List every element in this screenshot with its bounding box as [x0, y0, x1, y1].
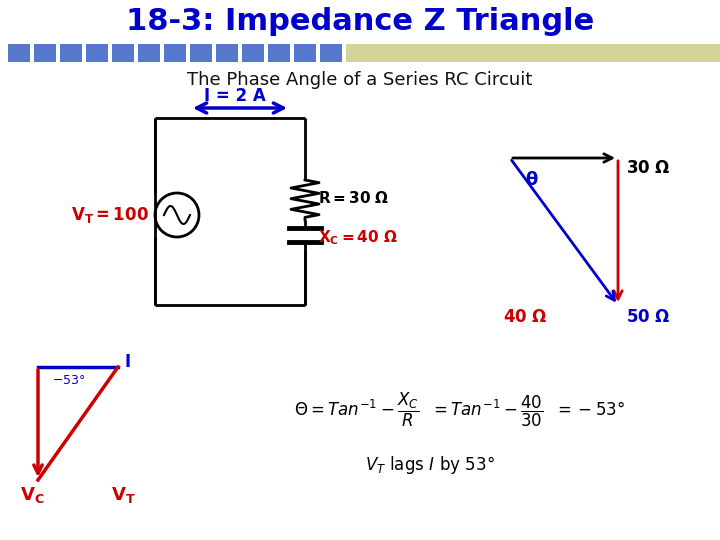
Text: $\mathbf{40\ \Omega}$: $\mathbf{40\ \Omega}$	[503, 308, 547, 326]
Text: $-53°$: $-53°$	[52, 375, 86, 388]
Bar	[8, 44, 30, 62]
Text: $\mathbf{V_C}$: $\mathbf{V_C}$	[19, 485, 44, 505]
Bar	[242, 44, 264, 62]
Bar	[164, 44, 186, 62]
Text: $\mathbf{R = 30\ \Omega}$: $\mathbf{R = 30\ \Omega}$	[318, 190, 389, 206]
Text: $\mathbf{V_T = 100}$: $\mathbf{V_T = 100}$	[71, 205, 149, 225]
Text: $\mathbf{50\ \Omega}$: $\mathbf{50\ \Omega}$	[626, 308, 670, 326]
Bar	[346, 44, 720, 62]
Bar	[60, 44, 82, 62]
Bar	[294, 44, 316, 62]
Text: 18-3: Impedance Z Triangle: 18-3: Impedance Z Triangle	[126, 8, 594, 37]
Text: $\Theta = Tan^{-1} - \dfrac{X_C}{R}\ \ = Tan^{-1} - \dfrac{40}{30}\ \ = -53°$: $\Theta = Tan^{-1} - \dfrac{X_C}{R}\ \ =…	[294, 391, 626, 429]
Text: I = 2 A: I = 2 A	[204, 87, 266, 105]
Bar	[34, 44, 56, 62]
Text: $\mathbf{X_C = 40\ \Omega}$: $\mathbf{X_C = 40\ \Omega}$	[318, 228, 397, 247]
Bar	[268, 44, 290, 62]
Text: $\mathbf{V_T}$: $\mathbf{V_T}$	[111, 485, 135, 505]
Text: I: I	[124, 353, 130, 371]
Text: $V_T\ \mathrm{lags}\ I\ \mathrm{by}\ 53°$: $V_T\ \mathrm{lags}\ I\ \mathrm{by}\ 53°…	[365, 454, 495, 476]
Bar	[190, 44, 212, 62]
Bar	[216, 44, 238, 62]
Bar	[320, 44, 342, 62]
Text: $\mathbf{30\ \Omega}$: $\mathbf{30\ \Omega}$	[626, 159, 670, 177]
Text: The Phase Angle of a Series RC Circuit: The Phase Angle of a Series RC Circuit	[187, 71, 533, 89]
Bar	[86, 44, 108, 62]
Text: $\mathbf{\theta}$: $\mathbf{\theta}$	[525, 171, 539, 189]
Bar	[138, 44, 160, 62]
Bar	[112, 44, 134, 62]
